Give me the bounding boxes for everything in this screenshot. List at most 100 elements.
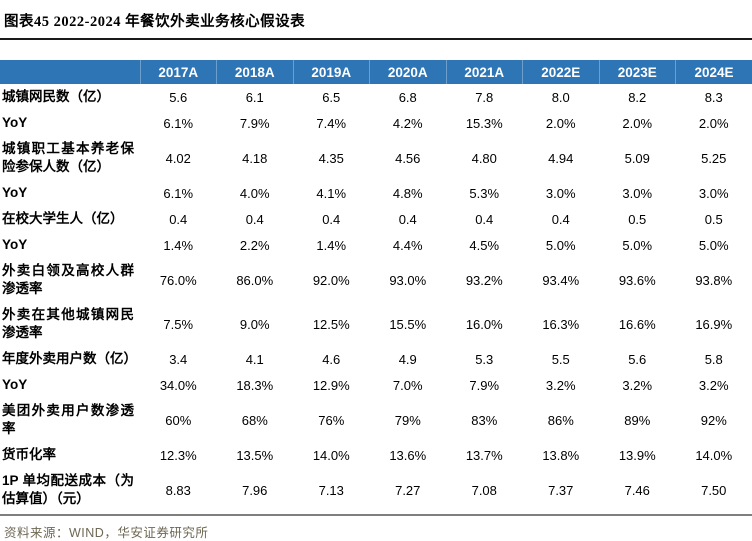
- table-cell: 3.2%: [676, 372, 752, 398]
- table-cell: 6.1%: [140, 180, 217, 206]
- column-header-2017A: 2017A: [140, 60, 217, 84]
- table-cell: 4.5%: [446, 232, 523, 258]
- table-cell: 4.18: [217, 136, 294, 180]
- row-label: 外卖在其他城镇网民渗透率: [0, 302, 140, 346]
- column-header-2024E: 2024E: [676, 60, 752, 84]
- table-cell: 93.6%: [599, 258, 676, 302]
- table-cell: 5.3%: [446, 180, 523, 206]
- table-cell: 83%: [446, 398, 523, 442]
- table-cell: 79%: [370, 398, 447, 442]
- table-cell: 6.1%: [140, 110, 217, 136]
- column-header-2022E: 2022E: [523, 60, 600, 84]
- table-cell: 7.8: [446, 84, 523, 110]
- table-cell: 14.0%: [676, 442, 752, 468]
- table-cell: 93.2%: [446, 258, 523, 302]
- table-cell: 9.0%: [217, 302, 294, 346]
- table-cell: 7.46: [599, 468, 676, 512]
- table-cell: 4.94: [523, 136, 600, 180]
- column-header-2023E: 2023E: [599, 60, 676, 84]
- table-cell: 13.9%: [599, 442, 676, 468]
- table-cell: 60%: [140, 398, 217, 442]
- table-cell: 5.0%: [599, 232, 676, 258]
- row-label: YoY: [0, 110, 140, 136]
- table-cell: 0.4: [293, 206, 370, 232]
- table-cell: 5.0%: [676, 232, 752, 258]
- table-cell: 7.4%: [293, 110, 370, 136]
- table-cell: 7.37: [523, 468, 600, 512]
- table-cell: 5.8: [676, 346, 752, 372]
- table-cell: 2.2%: [217, 232, 294, 258]
- table-cell: 7.96: [217, 468, 294, 512]
- row-label: 城镇网民数（亿）: [0, 84, 140, 110]
- table-cell: 7.50: [676, 468, 752, 512]
- table-cell: 4.6: [293, 346, 370, 372]
- table-cell: 3.4: [140, 346, 217, 372]
- table-cell: 4.56: [370, 136, 447, 180]
- column-header-2018A: 2018A: [217, 60, 294, 84]
- table-cell: 0.4: [140, 206, 217, 232]
- table-cell: 13.6%: [370, 442, 447, 468]
- table-cell: 3.2%: [523, 372, 600, 398]
- table-cell: 4.80: [446, 136, 523, 180]
- table-cell: 4.2%: [370, 110, 447, 136]
- table-cell: 7.9%: [217, 110, 294, 136]
- column-header-2021A: 2021A: [446, 60, 523, 84]
- table-cell: 34.0%: [140, 372, 217, 398]
- table-cell: 8.3: [676, 84, 752, 110]
- table-cell: 7.5%: [140, 302, 217, 346]
- table-cell: 4.1: [217, 346, 294, 372]
- table-cell: 0.4: [217, 206, 294, 232]
- table-cell: 4.0%: [217, 180, 294, 206]
- column-header-2019A: 2019A: [293, 60, 370, 84]
- table-cell: 4.1%: [293, 180, 370, 206]
- table-cell: 12.3%: [140, 442, 217, 468]
- table-cell: 8.0: [523, 84, 600, 110]
- table-cell: 6.5: [293, 84, 370, 110]
- table-cell: 1.4%: [140, 232, 217, 258]
- table-cell: 3.0%: [599, 180, 676, 206]
- table-cell: 5.6: [599, 346, 676, 372]
- table-cell: 93.8%: [676, 258, 752, 302]
- table-cell: 0.4: [523, 206, 600, 232]
- table-cell: 5.3: [446, 346, 523, 372]
- table-cell: 92%: [676, 398, 752, 442]
- table-cell: 3.0%: [523, 180, 600, 206]
- header-empty-cell: [0, 60, 140, 84]
- table-cell: 13.8%: [523, 442, 600, 468]
- table-cell: 93.0%: [370, 258, 447, 302]
- table-cell: 7.9%: [446, 372, 523, 398]
- table-cell: 76.0%: [140, 258, 217, 302]
- table-cell: 1.4%: [293, 232, 370, 258]
- figure-title: 图表45 2022-2024 年餐饮外卖业务核心假设表: [0, 8, 752, 38]
- table-cell: 18.3%: [217, 372, 294, 398]
- table-cell: 2.0%: [523, 110, 600, 136]
- table-cell: 2.0%: [599, 110, 676, 136]
- table-cell: 15.3%: [446, 110, 523, 136]
- table-cell: 86%: [523, 398, 600, 442]
- table-cell: 5.09: [599, 136, 676, 180]
- table-cell: 2.0%: [676, 110, 752, 136]
- row-label: YoY: [0, 372, 140, 398]
- table-cell: 5.6: [140, 84, 217, 110]
- table-cell: 3.2%: [599, 372, 676, 398]
- row-label: 城镇职工基本养老保险参保人数（亿）: [0, 136, 140, 180]
- table-cell: 13.7%: [446, 442, 523, 468]
- table-cell: 16.0%: [446, 302, 523, 346]
- row-label: 年度外卖用户数（亿）: [0, 346, 140, 372]
- table-cell: 6.1: [217, 84, 294, 110]
- table-cell: 7.08: [446, 468, 523, 512]
- table-cell: 5.25: [676, 136, 752, 180]
